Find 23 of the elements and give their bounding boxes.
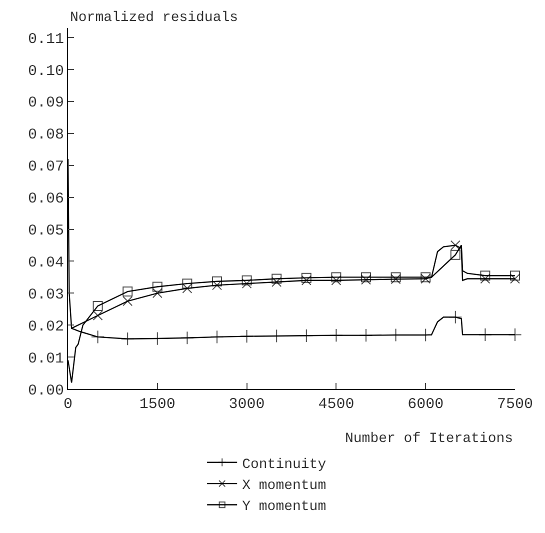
y-tick-label: 0.09 — [28, 94, 64, 112]
y-tick-label: 0.07 — [28, 158, 64, 176]
x-axis-title: Number of Iterations — [345, 431, 514, 447]
x-tick-label: 3000 — [228, 396, 265, 413]
y-tick-label: 0.10 — [28, 62, 64, 80]
y-tick-label: 0.02 — [28, 318, 64, 336]
x-tick-label: 1500 — [139, 396, 176, 413]
legend-label: Continuity — [242, 456, 326, 473]
legend-label: X momentum — [242, 478, 326, 494]
x-tick-label: 4500 — [318, 396, 354, 413]
legend-label: Y momentum — [242, 499, 326, 516]
x-tick-label: 6000 — [408, 396, 444, 413]
y-tick-label: 0.05 — [28, 222, 64, 240]
x-tick-label: 0 — [63, 396, 73, 413]
x-tick-label: 7500 — [496, 396, 534, 413]
y-tick-label: 0.01 — [28, 350, 64, 368]
y-tick-label: 0.11 — [28, 30, 64, 48]
y-tick-label: 0.04 — [28, 254, 64, 272]
y-tick-label: 0.00 — [28, 382, 64, 400]
y-tick-label: 0.03 — [28, 286, 64, 304]
y-tick-label: 0.06 — [28, 190, 64, 208]
y-axis-title: Normalized residuals — [70, 10, 238, 26]
y-tick-label: 0.08 — [28, 126, 64, 144]
